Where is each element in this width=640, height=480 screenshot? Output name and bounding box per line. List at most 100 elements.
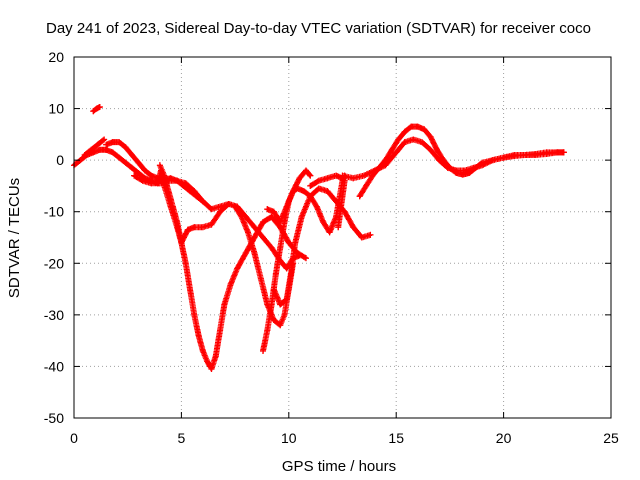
- data-point: [324, 175, 331, 182]
- data-point: [131, 172, 138, 179]
- x-tick-label: 15: [388, 430, 404, 446]
- series-track-13: [335, 177, 348, 231]
- data-point: [165, 188, 172, 195]
- data-point: [174, 177, 181, 184]
- data-point: [285, 239, 292, 246]
- data-point: [260, 347, 267, 354]
- data-point: [296, 252, 303, 259]
- data-point: [251, 234, 258, 241]
- data-point: [148, 172, 155, 179]
- data-point: [242, 249, 249, 256]
- data-point: [122, 144, 129, 151]
- data-point: [277, 322, 284, 329]
- grid-lines: [74, 57, 611, 418]
- data-point: [264, 327, 271, 334]
- data-point: [367, 231, 374, 238]
- data-point: [268, 244, 275, 251]
- series-track-4: [103, 139, 206, 205]
- axis-ticks: 0 5 10 15 20 25 -50 -40 -30 -20 -10 0 10 20: [44, 49, 619, 446]
- data-point: [208, 366, 215, 373]
- data-point: [283, 203, 290, 210]
- data-point: [238, 213, 245, 220]
- data-point: [212, 353, 219, 360]
- data-point: [446, 164, 453, 171]
- plot-frame: [73, 56, 612, 419]
- data-point: [101, 136, 108, 143]
- x-tick-label: 25: [603, 430, 619, 446]
- data-point: [393, 149, 400, 156]
- data-point: [257, 275, 264, 282]
- data-point: [427, 146, 434, 153]
- data-point: [401, 139, 408, 146]
- data-point: [139, 177, 146, 184]
- data-point: [421, 126, 428, 133]
- x-tick-label: 10: [281, 430, 297, 446]
- data-point: [272, 270, 279, 277]
- data-point: [135, 170, 142, 177]
- data-point: [199, 224, 206, 231]
- data-point: [360, 172, 367, 179]
- series-track-3: [90, 104, 103, 115]
- data-point: [221, 301, 228, 308]
- data-point: [313, 203, 320, 210]
- data-point: [522, 151, 529, 158]
- data-point: [401, 128, 408, 135]
- data-point: [191, 188, 198, 195]
- data-point: [302, 167, 309, 174]
- data-point: [88, 146, 95, 153]
- data-point: [427, 133, 434, 140]
- y-axis-label: SDTVAR / TECUs: [6, 178, 23, 298]
- data-point: [296, 175, 303, 182]
- data-point: [410, 136, 417, 143]
- chart-title: Day 241 of 2023, Sidereal Day-to-day VTE…: [46, 20, 591, 37]
- data-point: [217, 208, 224, 215]
- data-point: [363, 182, 370, 189]
- data-point: [251, 249, 258, 256]
- data-point: [234, 265, 241, 272]
- data-point: [141, 167, 148, 174]
- data-point: [174, 219, 181, 226]
- data-point: [298, 213, 305, 220]
- data-point: [103, 141, 110, 148]
- data-point: [350, 175, 357, 182]
- series-track-11: [264, 167, 314, 226]
- data-point: [191, 224, 198, 231]
- data-point: [315, 185, 322, 192]
- data-point: [268, 301, 275, 308]
- data-point: [96, 146, 103, 153]
- data-point: [184, 226, 191, 233]
- y-tick-label: -30: [44, 307, 64, 323]
- data-point: [277, 219, 284, 226]
- data-point: [388, 146, 395, 153]
- data-point: [369, 172, 376, 179]
- data-point: [290, 188, 297, 195]
- data-point: [270, 286, 277, 293]
- data-point: [244, 229, 251, 236]
- data-point: [93, 105, 100, 112]
- series-marker-trail: [103, 139, 206, 205]
- series-track-15: [356, 123, 567, 200]
- data-point: [324, 188, 331, 195]
- data-point: [333, 172, 340, 179]
- data-point: [260, 219, 267, 226]
- x-tick-label: 0: [70, 430, 78, 446]
- data-point: [315, 177, 322, 184]
- data-point: [466, 170, 473, 177]
- data-point: [109, 149, 116, 156]
- data-point: [408, 123, 415, 130]
- data-point: [96, 104, 103, 111]
- data-point: [264, 206, 271, 213]
- data-point: [156, 180, 163, 187]
- data-marks: [71, 104, 567, 373]
- data-point: [161, 172, 168, 179]
- data-point: [350, 224, 357, 231]
- data-point: [116, 139, 123, 146]
- data-point: [251, 224, 258, 231]
- data-point: [268, 213, 275, 220]
- data-point: [500, 154, 507, 161]
- data-point: [414, 123, 421, 130]
- data-point: [418, 139, 425, 146]
- data-point: [103, 146, 110, 153]
- y-tick-label: -20: [44, 255, 64, 271]
